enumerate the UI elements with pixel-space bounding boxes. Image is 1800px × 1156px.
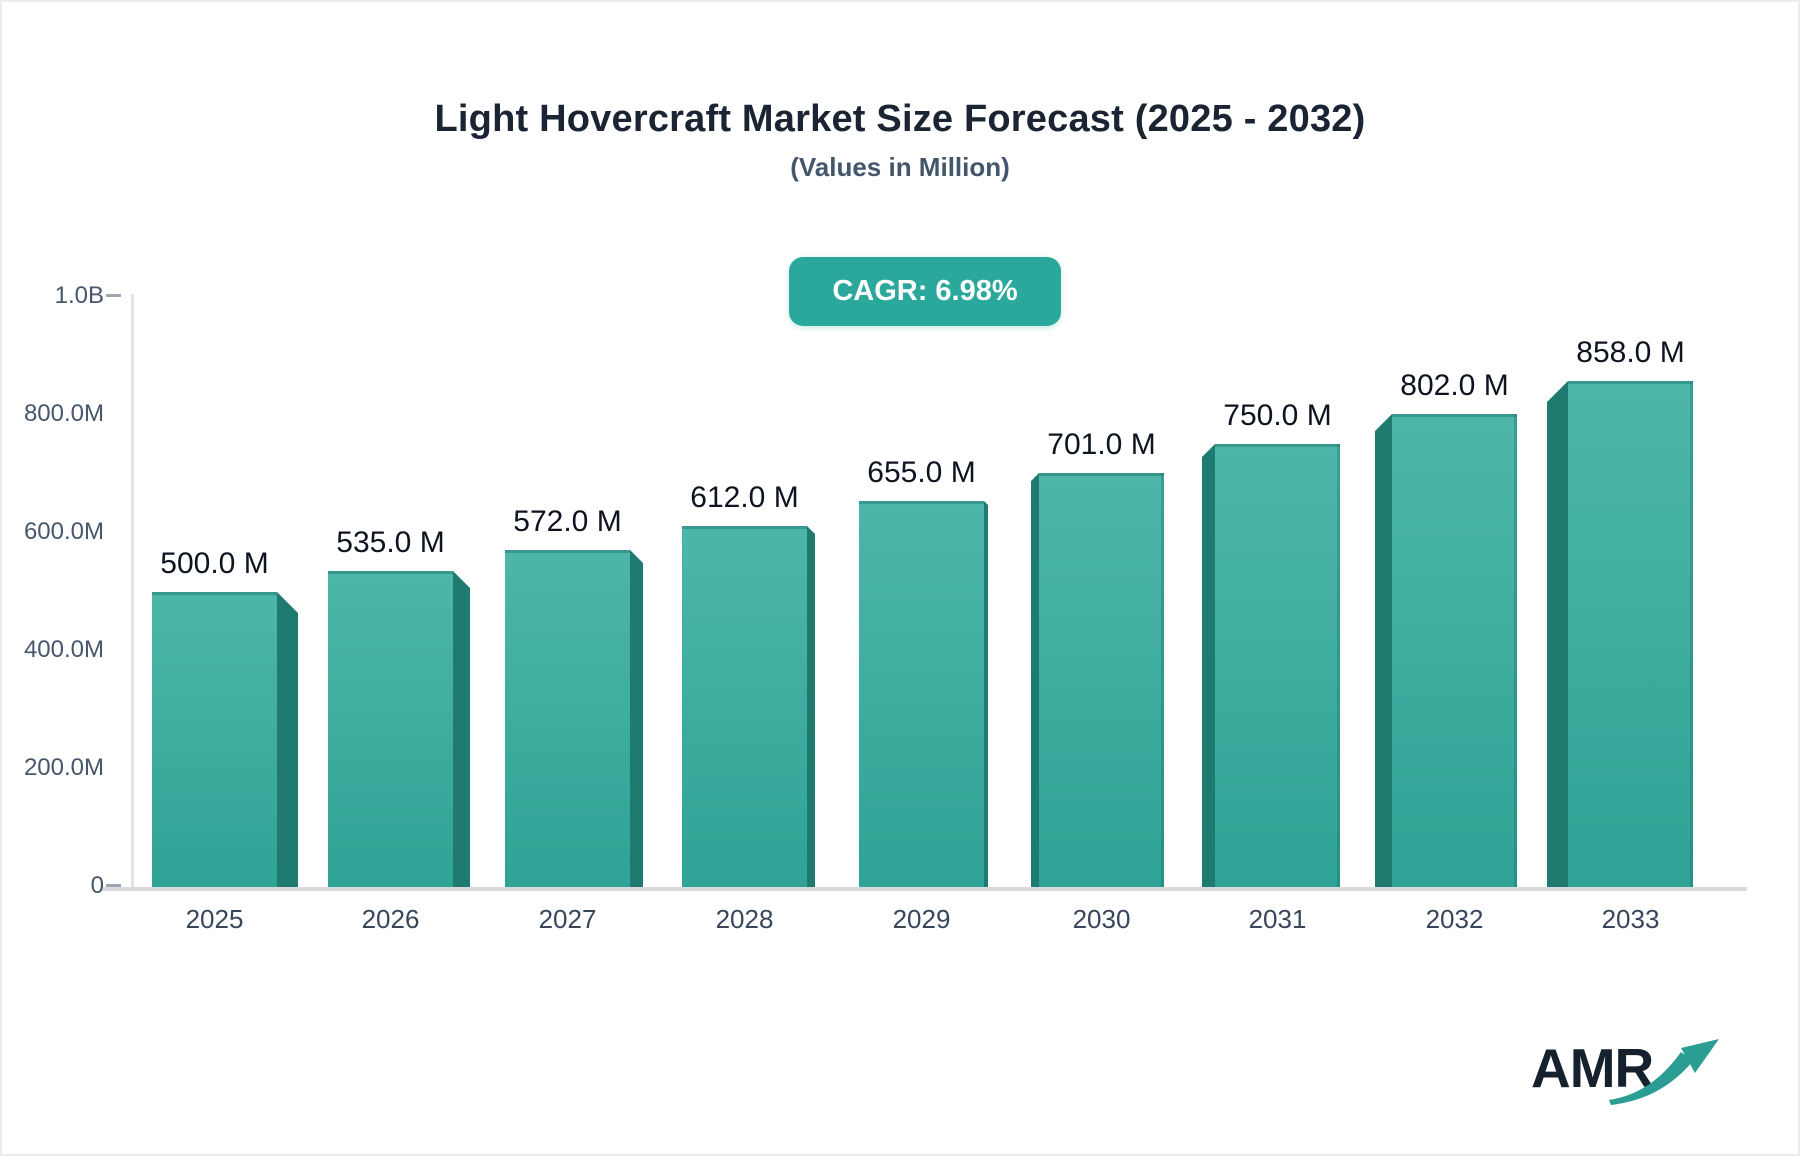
bar-shade-face <box>1375 414 1392 887</box>
bar-shade-face <box>1547 381 1568 887</box>
x-axis-tick-label: 2030 <box>1072 904 1131 934</box>
bar-value-label: 572.0 M <box>513 505 622 538</box>
y-axis-tick-label: 1.0B <box>54 282 104 309</box>
bar-value-label: 612.0 M <box>690 481 799 514</box>
bar-value-label: 655.0 M <box>867 456 976 489</box>
y-axis-tick-label: 400.0M <box>23 636 104 663</box>
bar-2027 <box>505 550 643 887</box>
bar-2031 <box>1202 444 1340 887</box>
bar-front-face <box>859 501 984 887</box>
x-axis-tick-label: 2027 <box>538 904 597 934</box>
bar-2028 <box>682 526 815 887</box>
bar-value-label: 701.0 M <box>1047 428 1156 461</box>
x-axis-tick-label: 2033 <box>1601 904 1660 934</box>
y-axis-line <box>131 294 134 887</box>
x-axis-tick-label: 2032 <box>1425 904 1484 934</box>
bar-2029 <box>859 501 988 887</box>
y-axis-tick-label: 600.0M <box>23 518 104 545</box>
y-axis-tick-mark <box>106 294 121 297</box>
y-axis-tick-label: 200.0M <box>23 754 104 781</box>
x-axis-line <box>101 887 1747 891</box>
bar-shade-face <box>984 501 988 887</box>
brand-logo-text: AMR <box>1531 1037 1654 1099</box>
bar-value-label: 750.0 M <box>1223 399 1332 432</box>
bar-shade-face <box>453 571 470 887</box>
bar-2033 <box>1547 381 1693 887</box>
x-axis-tick-label: 2028 <box>715 904 774 934</box>
bar-front-face <box>505 550 630 887</box>
x-axis-tick-label: 2031 <box>1248 904 1307 934</box>
x-axis-tick-label: 2026 <box>361 904 420 934</box>
bar-value-label: 802.0 M <box>1400 369 1509 402</box>
page-subtitle: (Values in Million) <box>790 152 1010 182</box>
y-axis-tick-label: 0 <box>90 872 104 899</box>
growth-arrow-icon <box>1609 1039 1719 1105</box>
bar-front-face <box>152 592 277 887</box>
bar-front-face <box>1215 444 1340 887</box>
bar-shade-face <box>630 550 643 887</box>
bar-front-face <box>1392 414 1517 887</box>
bar-shade-face <box>807 526 815 887</box>
bar-value-label: 500.0 M <box>160 547 269 580</box>
y-axis-tick-mark <box>106 884 121 887</box>
brand-logo: AMR <box>1517 1027 1777 1127</box>
bar-front-face <box>1039 473 1164 887</box>
cagr-badge-label: CAGR: 6.98% <box>832 275 1018 307</box>
x-axis-tick-label: 2025 <box>185 904 244 934</box>
bar-value-label: 858.0 M <box>1576 336 1685 369</box>
cagr-badge: CAGR: 6.98% <box>789 257 1061 326</box>
bar-2026 <box>328 571 470 887</box>
y-axis-tick-label: 800.0M <box>23 400 104 427</box>
bar-shade-face <box>277 592 298 887</box>
bar-2030 <box>1031 473 1164 887</box>
page-title: Light Hovercraft Market Size Forecast (2… <box>434 98 1366 140</box>
bar-2025 <box>152 592 298 887</box>
bar-2032 <box>1375 414 1517 887</box>
bar-front-face <box>328 571 453 887</box>
bar-shade-face <box>1031 473 1039 887</box>
bar-front-face <box>682 526 807 887</box>
bar-shade-face <box>1202 444 1215 887</box>
x-axis-tick-label: 2029 <box>892 904 951 934</box>
bar-front-face <box>1568 381 1693 887</box>
bar-value-label: 535.0 M <box>336 526 445 559</box>
